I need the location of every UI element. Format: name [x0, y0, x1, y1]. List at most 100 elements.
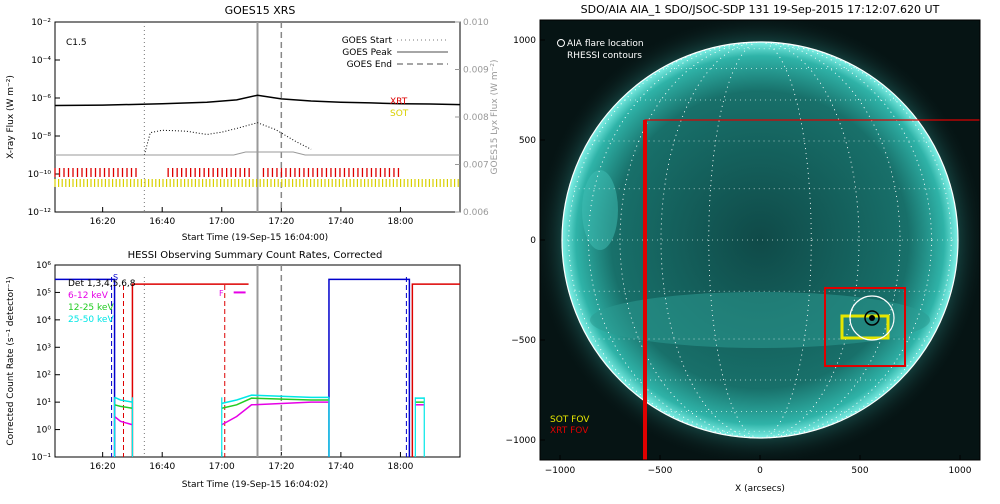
- hessi-panel: HESSI Observing Summary Count Rates, Cor…: [6, 250, 461, 490]
- sdo-panel: SDO/AIA AIA_1 SDO/JSOC-SDP 131 19-Sep-20…: [500, 0, 1000, 500]
- legend-25-50: 25-50 keV: [68, 315, 114, 325]
- hessi-ytick-label: 10¹: [36, 398, 51, 408]
- grid-longitude: [568, 41, 952, 439]
- goes-ytick-label: 10⁻²: [31, 18, 51, 28]
- legend-12-25: 12-25 keV: [68, 303, 114, 313]
- grid-longitude: [708, 41, 812, 439]
- hessi-flag-f: F: [219, 289, 224, 298]
- hessi-xtick-label: 18:00: [387, 462, 413, 472]
- hessi-ytick-label: 10⁻¹: [31, 453, 51, 463]
- grid-longitude: [660, 41, 860, 439]
- goes-legend: GOES Start GOES Peak GOES End: [342, 36, 448, 70]
- goes-y-ticks: 10⁻¹² 10⁻¹⁰ 10⁻⁸ 10⁻⁶ 10⁻⁴ 10⁻²: [28, 18, 60, 218]
- legend-goes-end: GOES End: [347, 60, 392, 70]
- goes-lyx-series: [55, 151, 460, 156]
- hessi-saa-red-1: [131, 283, 249, 457]
- sdo-ytick-label: 500: [519, 136, 536, 146]
- goes-series-goes-long: [54, 94, 461, 107]
- hessi-ytick-label: 10²: [36, 371, 51, 381]
- sdo-y-ticks: 1000 500 0 −500 −1000: [506, 36, 545, 446]
- goes-x-ticks: 16:20 16:40 17:00 17:20 17:40 18:00: [90, 207, 414, 227]
- hessi-series-6-12-kev: [221, 401, 329, 426]
- goes-series: [54, 94, 461, 156]
- goes-ylabel-right: GOES15 Lyx Flux (W m⁻²): [490, 60, 500, 175]
- goes-ytick-label: 10⁻¹²: [28, 208, 52, 218]
- aia-flare-circle: [849, 295, 895, 341]
- heliographic-grid: [562, 41, 958, 439]
- hessi-ytick-label: 10⁰: [36, 426, 51, 436]
- sdo-xtick-label: 1000: [949, 466, 972, 476]
- hessi-series: [113, 394, 425, 457]
- hessi-xlabel: Start Time (19-Sep-15 16:04:02): [182, 480, 328, 490]
- goes-xtick-label: 16:40: [149, 217, 175, 227]
- goes-panel: GOES15 XRS 10⁻¹² 10⁻¹⁰ 10⁻⁸ 10⁻⁶ 10⁻⁴ 10⁻² 0.…: [6, 4, 500, 243]
- grid-longitude: [619, 41, 901, 439]
- sdo-ytick-label: 0: [530, 236, 536, 246]
- hessi-series-25-50-kev: [114, 396, 133, 403]
- goes-xtick-label: 16:20: [90, 217, 116, 227]
- sdo-xtick-label: 500: [851, 466, 868, 476]
- goes-time-markers: [143, 22, 283, 212]
- goes-ytick-right-label: 0.009: [463, 66, 489, 76]
- legend-det: Det 1,3,4,5,6,8: [68, 279, 136, 289]
- goes-ytick-label: 10⁻⁶: [31, 94, 51, 104]
- legend-rhessi: RHESSI contours: [567, 51, 642, 61]
- hessi-series-6-12-kev: [114, 415, 133, 426]
- xrt-label: XRT: [390, 97, 408, 107]
- sdo-ytick-label: −1000: [506, 436, 537, 446]
- flare-legend-icon: [557, 39, 565, 47]
- sdo-xtick-label: 0: [757, 466, 763, 476]
- hessi-y-ticks: 10⁻¹ 10⁰ 10¹ 10² 10³ 10⁴ 10⁵ 10⁶: [31, 261, 60, 463]
- goes-ytick-right-label: 0.008: [463, 113, 489, 123]
- goes-xtick-label: 17:40: [328, 217, 354, 227]
- sdo-ytick-label: −500: [511, 336, 536, 346]
- hessi-xtick-label: 16:40: [149, 462, 175, 472]
- goes-class-label: C1.5: [66, 38, 87, 48]
- xrt-fov-label: XRT FOV: [550, 426, 589, 436]
- goes-ytick-label: 10⁻⁴: [31, 56, 51, 66]
- goes-ytick-right-label: 0.007: [463, 161, 489, 171]
- goes-series-goes-short: [143, 122, 312, 156]
- goes-ytick-label: 10⁻⁸: [31, 132, 51, 142]
- goes-xtick-label: 17:20: [268, 217, 294, 227]
- hessi-ytick-label: 10⁵: [36, 288, 51, 298]
- sun-disk: [562, 42, 958, 438]
- hessi-legend: Det 1,3,4,5,6,8 6-12 keV 12-25 keV 25-50…: [68, 279, 136, 325]
- hessi-series-12-25-kev: [114, 404, 133, 409]
- sdo-title: SDO/AIA AIA_1 SDO/JSOC-SDP 131 19-Sep-20…: [581, 3, 940, 16]
- xrt-fov-small: [824, 287, 906, 367]
- goes-ylabel: X-ray Flux (W m⁻²): [6, 75, 16, 159]
- goes-y-ticks-right: 0.006 0.007 0.008 0.009 0.010: [455, 18, 489, 218]
- sdo-ytick-label: 1000: [513, 36, 536, 46]
- hessi-xtick-label: 17:40: [328, 462, 354, 472]
- goes-coverage-bars: [54, 168, 459, 187]
- hessi-ytick-label: 10³: [36, 343, 51, 353]
- goes-xtick-label: 17:00: [209, 217, 235, 227]
- goes-ytick-label: 10⁻¹⁰: [28, 170, 52, 180]
- hessi-night-blue-2: [328, 278, 411, 457]
- sdo-image: [540, 20, 980, 460]
- hessi-ytick-label: 10⁶: [36, 261, 51, 271]
- hessi-series-25-50-kev: [221, 394, 329, 405]
- hessi-series-12-25-kev: [221, 397, 329, 409]
- sdo-x-ticks: −1000 −500 0 500 1000: [545, 455, 972, 476]
- hessi-attenuator-lines: [55, 265, 460, 457]
- sdo-xtick-label: −1000: [545, 466, 576, 476]
- goes-ytick-right-label: 0.006: [463, 208, 489, 218]
- legend-goes-peak: GOES Peak: [342, 48, 392, 58]
- legend-flare: AIA flare location: [567, 39, 644, 49]
- rhessi-contour-inner: [869, 315, 875, 321]
- rhessi-contour-outer: [864, 310, 880, 326]
- hessi-title: HESSI Observing Summary Count Rates, Cor…: [128, 250, 383, 261]
- goes-title: GOES15 XRS: [225, 4, 296, 17]
- legend-goes-start: GOES Start: [342, 36, 393, 46]
- hessi-xtick-label: 17:00: [209, 462, 235, 472]
- goes-xtick-label: 18:00: [387, 217, 413, 227]
- hessi-x-ticks: 16:20 16:40 17:00 17:20 17:40 18:00: [90, 452, 414, 472]
- sdo-xtick-label: −500: [648, 466, 673, 476]
- active-region-left: [582, 170, 618, 250]
- sdo-xlabel: X (arcsecs): [735, 484, 785, 494]
- hessi-xtick-label: 17:20: [268, 462, 294, 472]
- sdo-legend: AIA flare location RHESSI contours SOT F…: [550, 39, 644, 436]
- sot-label: SOT: [390, 109, 409, 119]
